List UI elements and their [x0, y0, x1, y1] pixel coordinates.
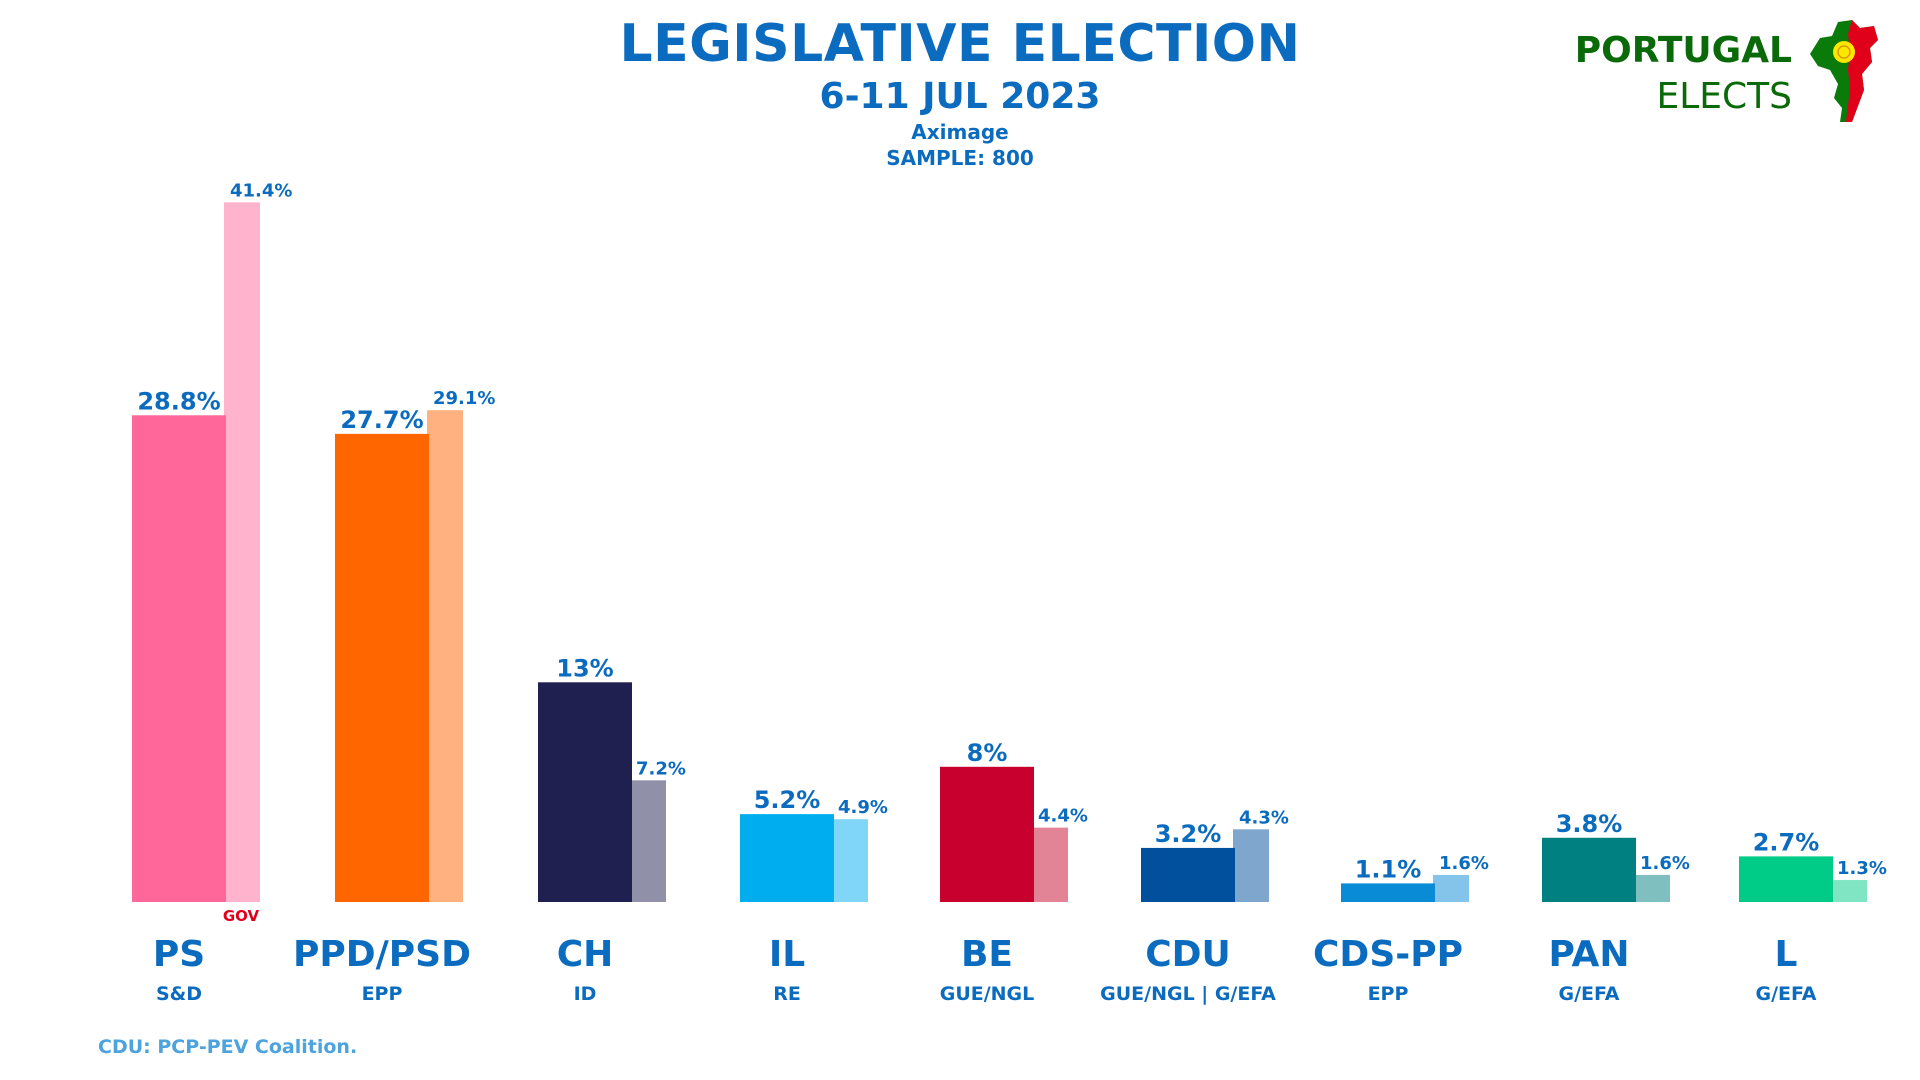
bar-current-ppd-psd — [335, 433, 429, 902]
value-label-current-cdu: 3.2% — [1155, 820, 1222, 848]
value-label-previous-l: 1.3% — [1837, 858, 1887, 879]
pollster-name: Aximage — [911, 120, 1009, 144]
value-label-previous-ch: 7.2% — [636, 758, 686, 779]
value-label-current-be: 8% — [967, 739, 1008, 767]
group-label-ps: S&D — [156, 983, 202, 1005]
group-label-ch: ID — [574, 983, 597, 1005]
group-label-ppd-psd: EPP — [362, 983, 403, 1005]
portugal-map-icon — [1810, 20, 1878, 122]
value-label-previous-il: 4.9% — [838, 797, 888, 818]
bar-previous-il — [832, 819, 868, 902]
value-label-current-cds-pp: 1.1% — [1355, 855, 1422, 883]
category-label-pan: PAN — [1548, 934, 1629, 975]
value-label-previous-pan: 1.6% — [1640, 853, 1690, 874]
bar-current-ch — [538, 682, 632, 902]
bar-current-cds-pp — [1341, 883, 1435, 902]
value-label-previous-ppd-psd: 29.1% — [433, 388, 495, 409]
bar-current-be — [940, 766, 1034, 902]
value-label-current-ppd-psd: 27.7% — [340, 406, 423, 434]
footnote: CDU: PCP-PEV Coalition. — [98, 1036, 358, 1058]
bar-current-l — [1739, 856, 1833, 902]
category-label-l: L — [1775, 934, 1798, 975]
bar-current-pan — [1542, 837, 1636, 902]
value-label-previous-cds-pp: 1.6% — [1439, 853, 1489, 874]
category-label-ch: CH — [557, 934, 614, 975]
bar-previous-be — [1032, 827, 1068, 902]
logo-text-portugal: PORTUGAL — [1574, 30, 1792, 71]
group-label-cds-pp: EPP — [1368, 983, 1409, 1005]
value-label-current-l: 2.7% — [1753, 828, 1820, 856]
group-label-l: G/EFA — [1755, 983, 1816, 1005]
value-label-current-ch: 13% — [556, 654, 613, 682]
bar-previous-ch — [630, 780, 666, 902]
category-label-ps: PS — [153, 934, 205, 975]
bar-previous-cdu — [1233, 829, 1269, 902]
bar-current-ps — [132, 415, 226, 902]
sample-size: SAMPLE: 800 — [886, 146, 1034, 170]
category-label-be: BE — [961, 934, 1013, 975]
value-label-current-pan: 3.8% — [1556, 810, 1623, 838]
bar-previous-cds-pp — [1433, 874, 1469, 902]
value-label-current-ps: 28.8% — [137, 387, 220, 415]
logo-text-elects: ELECTS — [1656, 76, 1792, 117]
group-label-il: RE — [773, 983, 801, 1005]
bar-current-cdu — [1141, 847, 1235, 902]
category-label-ppd-psd: PPD/PSD — [293, 934, 471, 975]
bar-chart: 28.8% 41.4% PS S&D GOV 27.7% 29.1% PPD/PSD EPP 13… — [132, 180, 1887, 1005]
gov-annotation: GOV — [223, 907, 260, 925]
value-label-previous-cdu: 4.3% — [1239, 807, 1289, 828]
group-label-pan: G/EFA — [1558, 983, 1619, 1005]
bar-previous-l — [1831, 880, 1867, 902]
value-label-current-il: 5.2% — [754, 786, 821, 814]
bar-previous-pan — [1634, 874, 1670, 902]
category-label-il: IL — [769, 934, 805, 975]
bar-current-il — [740, 814, 834, 902]
bar-previous-ps — [224, 202, 260, 903]
chart-title: LEGISLATIVE ELECTION — [619, 14, 1301, 74]
bar-previous-ppd-psd — [427, 410, 463, 902]
category-label-cds-pp: CDS-PP — [1313, 934, 1463, 975]
group-label-cdu: GUE/NGL | G/EFA — [1100, 983, 1276, 1005]
value-label-previous-ps: 41.4% — [230, 180, 292, 201]
group-label-be: GUE/NGL — [940, 983, 1035, 1005]
value-label-previous-be: 4.4% — [1038, 806, 1088, 827]
category-label-cdu: CDU — [1145, 934, 1231, 975]
poll-date: 6-11 JUL 2023 — [819, 76, 1101, 117]
